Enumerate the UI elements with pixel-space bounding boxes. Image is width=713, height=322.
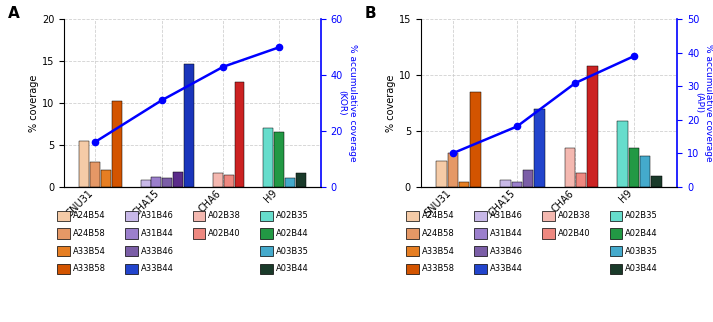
Y-axis label: % coverage: % coverage [29, 74, 39, 132]
Bar [90, 162, 100, 187]
Bar [140, 180, 150, 187]
Text: A31B44: A31B44 [140, 229, 173, 238]
Text: A33B58: A33B58 [422, 264, 455, 273]
Bar [296, 173, 306, 187]
Text: A33B54: A33B54 [422, 247, 455, 256]
Text: B: B [364, 6, 376, 21]
Y-axis label: % accumulative coverage
(API): % accumulative coverage (API) [694, 44, 713, 162]
Bar [184, 64, 194, 187]
Bar [112, 100, 122, 187]
Text: A02B40: A02B40 [208, 229, 241, 238]
Bar [512, 182, 522, 187]
Bar [235, 82, 245, 187]
Bar [101, 170, 111, 187]
Text: A02B44: A02B44 [276, 229, 309, 238]
Bar [163, 178, 173, 187]
Bar [212, 173, 222, 187]
Text: A: A [8, 6, 19, 21]
Bar [470, 92, 481, 187]
Text: A24B58: A24B58 [73, 229, 106, 238]
Bar [640, 156, 650, 187]
Text: A31B46: A31B46 [490, 211, 523, 220]
Bar [263, 128, 273, 187]
Text: A33B54: A33B54 [73, 247, 106, 256]
Text: A33B44: A33B44 [490, 264, 523, 273]
Bar [534, 109, 545, 187]
Text: A02B44: A02B44 [625, 229, 658, 238]
Bar [523, 170, 533, 187]
Text: A24B54: A24B54 [422, 211, 455, 220]
Bar [285, 178, 295, 187]
Text: A24B54: A24B54 [73, 211, 106, 220]
Bar [459, 182, 469, 187]
Text: A02B38: A02B38 [558, 211, 590, 220]
Bar [588, 66, 597, 187]
Bar [565, 148, 575, 187]
Bar [448, 153, 458, 187]
Bar [151, 177, 161, 187]
Text: A03B44: A03B44 [276, 264, 309, 273]
Text: A03B35: A03B35 [276, 247, 309, 256]
Text: A02B40: A02B40 [558, 229, 590, 238]
Bar [617, 121, 628, 187]
Text: A33B46: A33B46 [490, 247, 523, 256]
Text: A03B44: A03B44 [625, 264, 658, 273]
Text: A02B35: A02B35 [276, 211, 309, 220]
Text: A24B58: A24B58 [422, 229, 455, 238]
Y-axis label: % accumulative coverage
(KOR): % accumulative coverage (KOR) [337, 44, 356, 162]
Bar [576, 173, 586, 187]
Bar [173, 172, 183, 187]
Text: A33B58: A33B58 [73, 264, 106, 273]
Text: A31B44: A31B44 [490, 229, 523, 238]
Text: A33B46: A33B46 [140, 247, 173, 256]
Bar [275, 132, 284, 187]
Bar [224, 175, 234, 187]
Text: A31B46: A31B46 [140, 211, 173, 220]
Bar [79, 141, 89, 187]
Bar [652, 175, 662, 187]
Bar [501, 180, 511, 187]
Bar [436, 161, 446, 187]
Text: A33B44: A33B44 [140, 264, 173, 273]
Text: A03B35: A03B35 [625, 247, 658, 256]
Text: A02B38: A02B38 [208, 211, 241, 220]
Text: A02B35: A02B35 [625, 211, 658, 220]
Y-axis label: % coverage: % coverage [386, 74, 396, 132]
Bar [629, 148, 639, 187]
